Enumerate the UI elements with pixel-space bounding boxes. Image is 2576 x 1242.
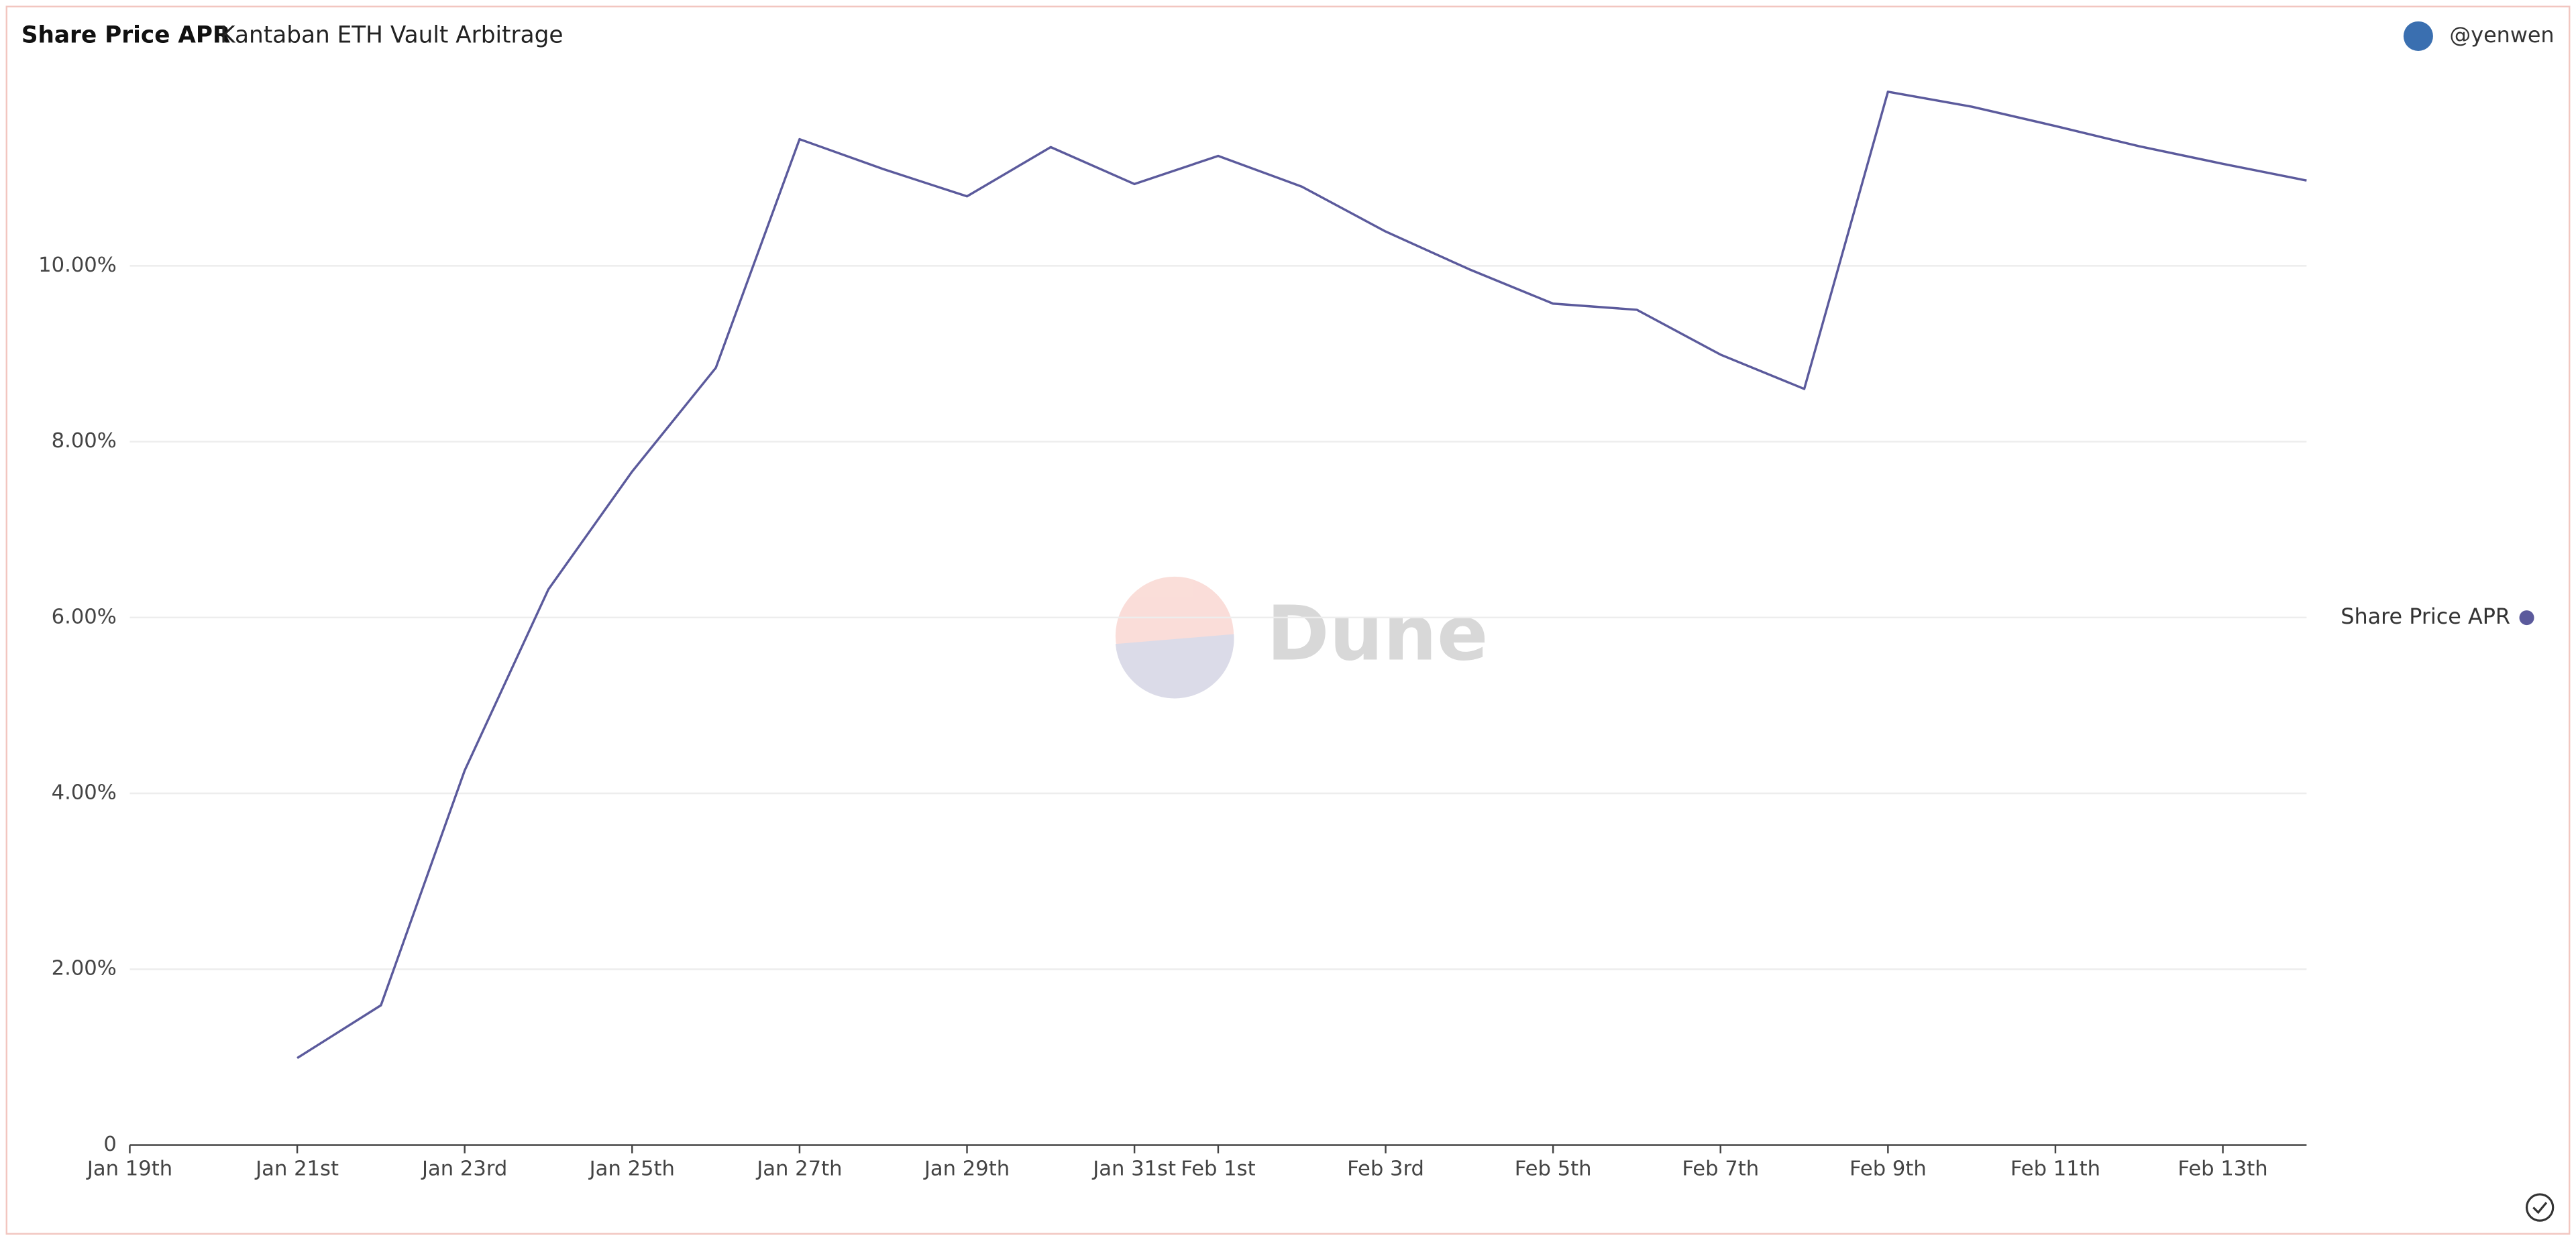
card <box>5 5 2571 1235</box>
x-tick-label: Feb 11th <box>2010 1158 2100 1181</box>
x-tick-label: Feb 5th <box>1515 1158 1592 1181</box>
y-tick-label: 0 <box>103 1133 116 1156</box>
avatar <box>2403 21 2433 51</box>
x-tick-label: Feb 7th <box>1682 1158 1759 1181</box>
y-tick-label: 6.00% <box>52 605 117 628</box>
x-tick-label: Jan 23rd <box>421 1158 507 1181</box>
x-tick-label: Feb 13th <box>2178 1158 2267 1181</box>
check-icon[interactable] <box>2525 1193 2555 1222</box>
y-tick-label: 8.00% <box>52 429 117 453</box>
y-tick-label: 10.00% <box>38 253 117 277</box>
y-tick-label: 4.00% <box>52 781 117 805</box>
x-tick-label: Jan 25th <box>588 1158 675 1181</box>
x-tick-label: Jan 31st <box>1091 1158 1176 1181</box>
x-tick-label: Feb 9th <box>1849 1158 1927 1181</box>
author: @yenwen <box>2449 22 2554 48</box>
chart-subtitle: Kantaban ETH Vault Arbitrage <box>220 21 563 48</box>
series-line <box>297 91 2307 1060</box>
x-tick-label: Jan 29th <box>923 1158 1010 1181</box>
watermark-text: Dune <box>1267 589 1488 678</box>
x-tick-label: Jan 27th <box>755 1158 842 1181</box>
watermark-logo-part <box>1115 634 1234 699</box>
x-tick-label: Jan 21st <box>254 1158 339 1181</box>
legend-swatch <box>2519 610 2534 626</box>
y-tick-label: 2.00% <box>52 957 117 980</box>
x-tick-label: Jan 19th <box>86 1158 172 1181</box>
check-mark <box>2532 1202 2548 1215</box>
x-tick-label: Feb 3rd <box>1347 1158 1424 1181</box>
watermark: Dune <box>1115 576 1488 699</box>
legend-label: Share Price APR <box>2341 604 2510 629</box>
chart-title: Share Price APR <box>21 21 231 48</box>
x-tick-label: Feb 1st <box>1181 1158 1255 1181</box>
